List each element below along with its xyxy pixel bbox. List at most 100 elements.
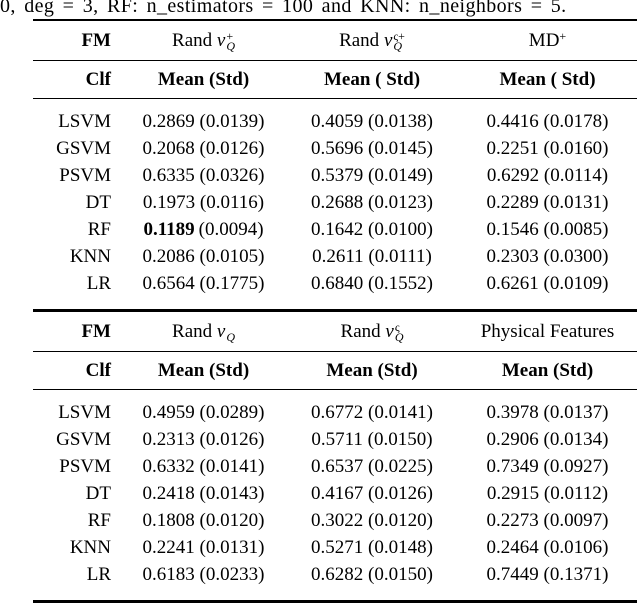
- value-cell: 0.2611 (0.0111): [312, 245, 432, 267]
- fm-header: FM: [81, 29, 111, 51]
- row-label: RF: [87, 509, 111, 531]
- value-cell: 0.5271 (0.0148): [311, 536, 433, 558]
- value-cell: 0.2241 (0.0131): [142, 536, 265, 558]
- row-label: DT: [85, 482, 111, 504]
- table-row-knn: KNN 0.2241 (0.0131) 0.5271 (0.0148) 0.24…: [33, 534, 637, 561]
- column-header-physical-features: Physical Features: [458, 312, 637, 352]
- header-base: MD: [528, 30, 560, 51]
- math-sub: Q: [394, 330, 404, 345]
- math-supsub: + Q: [226, 29, 235, 54]
- best-mean-value: 0.1189: [143, 218, 195, 240]
- table-row-dt: DT 0.2418 (0.0143) 0.4167 (0.0126) 0.291…: [33, 480, 637, 507]
- row-label: LSVM: [58, 401, 111, 423]
- header-prefix: Rand: [340, 320, 386, 342]
- math-var: v: [383, 29, 393, 51]
- value-cell: 0.2303 (0.0300): [486, 245, 609, 267]
- value-cell: 0.6335 (0.0326): [142, 164, 265, 186]
- value-cell: 0.2869 (0.0139): [142, 110, 265, 132]
- table-row-lr: LR 0.6183 (0.0233) 0.6282 (0.0150) 0.744…: [33, 561, 637, 602]
- value-cell: 0.6183 (0.0233): [142, 563, 265, 585]
- results-table-plus-features: FM Rand v + Q Rand v ς+ Q MD+ Clf Mean (Std)…: [33, 19, 637, 312]
- row-label: DT: [85, 191, 111, 213]
- value-cell: 0.2418 (0.0143): [142, 482, 265, 504]
- math-supsub: ς+ Q: [393, 30, 405, 54]
- value-cell: 0.2086 (0.0105): [142, 245, 265, 267]
- value-cell: 0.6292 (0.0114): [486, 164, 609, 186]
- value-cell: 0.7449 (0.1371): [486, 563, 609, 585]
- value-cell: 0.7349 (0.0927): [486, 455, 609, 477]
- mean-std-header: Mean (Std): [157, 359, 250, 381]
- value-cell: 0.6261 (0.0109): [486, 272, 609, 294]
- value-cell: 0.2688 (0.0123): [311, 191, 433, 213]
- table-row-dt: DT 0.1973 (0.0116) 0.2688 (0.0123) 0.228…: [33, 189, 637, 216]
- value-cell: 0.4416 (0.0178): [486, 110, 609, 132]
- table-row-knn: KNN 0.2086 (0.0105) 0.2611 (0.0111) 0.23…: [33, 243, 637, 270]
- value-cell: 0.2313 (0.0126): [142, 428, 265, 450]
- value-cell: 0.3022 (0.0120): [311, 509, 433, 531]
- math-sub: Q: [393, 39, 403, 54]
- column-header-rand-vq-sigma-plus: Rand v ς+ Q: [286, 20, 458, 61]
- value-cell: 0.5711 (0.0150): [311, 428, 433, 450]
- value-cell: 0.5379 (0.0149): [311, 164, 433, 186]
- table1-header: FM Rand v + Q Rand v ς+ Q MD+ Clf Mean (Std)…: [33, 20, 637, 99]
- std-value: (0.0094): [198, 218, 264, 240]
- math-sub: Q: [226, 330, 235, 345]
- row-label: PSVM: [59, 455, 111, 477]
- row-label: LR: [86, 272, 111, 294]
- math-sup: +: [226, 29, 234, 44]
- value-cell: 0.2906 (0.0134): [486, 428, 609, 450]
- value-cell: 0.1973 (0.0116): [142, 191, 265, 213]
- math-supsub: Q: [226, 322, 235, 345]
- value-cell-best: 0.1189 (0.0094): [121, 216, 286, 243]
- header-base: Physical Features: [480, 320, 615, 342]
- table-caption-fragment: 0, deg = 3, RF: n_estimators = 100 and K…: [0, 0, 567, 17]
- value-cell: 0.4167 (0.0126): [311, 482, 433, 504]
- table-row-lsvm: LSVM 0.2869 (0.0139) 0.4059 (0.0138) 0.4…: [33, 99, 637, 136]
- math-sup: +: [559, 29, 567, 43]
- math-sub: Q: [226, 39, 235, 54]
- value-cell: 0.2068 (0.0126): [142, 137, 265, 159]
- mean-std-header-row: Clf Mean (Std) Mean ( Std) Mean ( Std): [33, 61, 637, 99]
- row-label: LSVM: [58, 110, 111, 132]
- math-var: v: [385, 320, 394, 342]
- mean-std-header: Mean ( Std): [323, 68, 421, 90]
- value-cell: 0.6332 (0.0141): [142, 455, 265, 477]
- mean-std-header: Mean ( Std): [499, 68, 596, 90]
- math-sup: ς: [394, 320, 400, 335]
- value-cell: 0.6537 (0.0225): [311, 455, 433, 477]
- row-label: RF: [87, 218, 111, 240]
- table-row-rf: RF 0.1808 (0.0120) 0.3022 (0.0120) 0.227…: [33, 507, 637, 534]
- value-cell: 0.1546 (0.0085): [486, 218, 609, 240]
- value-cell: 0.1808 (0.0120): [142, 509, 265, 531]
- row-label: PSVM: [59, 164, 111, 186]
- column-header-md-plus: MD+: [458, 20, 637, 61]
- table-row-lr: LR 0.6564 (0.1775) 0.6840 (0.1552) 0.626…: [33, 270, 637, 311]
- header-prefix: Rand: [172, 320, 217, 342]
- clf-header: Clf: [85, 359, 111, 381]
- value-cell: 0.2915 (0.0112): [486, 482, 609, 504]
- value-cell: 0.2273 (0.0097): [486, 509, 609, 531]
- value-cell: 0.4959 (0.0289): [142, 401, 265, 423]
- feature-map-header-row: FM Rand v + Q Rand v ς+ Q MD+: [33, 20, 637, 61]
- value-cell: 0.6840 (0.1552): [311, 272, 433, 294]
- clf-header: Clf: [85, 68, 111, 90]
- value-cell: 0.5696 (0.0145): [311, 137, 433, 159]
- header-prefix: Rand: [339, 29, 384, 51]
- value-cell: 0.1642 (0.0100): [311, 218, 433, 240]
- mean-std-header: Mean (Std): [157, 68, 250, 90]
- mean-std-header: Mean (Std): [501, 359, 594, 381]
- table-row-rf: RF 0.1189 (0.0094) 0.1642 (0.0100) 0.1546…: [33, 216, 637, 243]
- fm-header: FM: [81, 320, 111, 342]
- row-label: GSVM: [56, 137, 111, 159]
- mean-std-header-row: Clf Mean (Std) Mean (Std) Mean (Std): [33, 352, 637, 390]
- value-cell: 0.2251 (0.0160): [486, 137, 609, 159]
- row-label: LR: [86, 563, 111, 585]
- table-row-lsvm: LSVM 0.4959 (0.0289) 0.6772 (0.0141) 0.3…: [33, 390, 637, 427]
- header-prefix: Rand: [172, 29, 217, 51]
